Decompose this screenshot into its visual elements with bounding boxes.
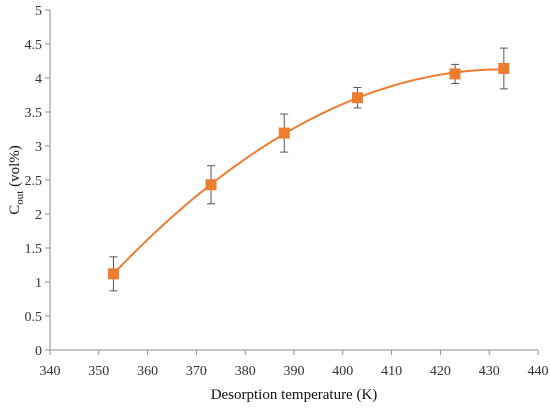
y-ticks: 0 0.5 1 1.5 2 2.5 3 3.5 4 4.5 5 bbox=[25, 4, 50, 359]
x-tick-label: 360 bbox=[137, 364, 158, 379]
data-point bbox=[205, 179, 217, 191]
x-tick-label: 440 bbox=[528, 364, 549, 379]
y-tick-label: 5 bbox=[35, 4, 42, 19]
error-bars bbox=[109, 47, 508, 292]
y-axis-title-suffix: (vol%) bbox=[7, 145, 23, 190]
data-point bbox=[351, 92, 363, 104]
data-point bbox=[278, 127, 290, 139]
x-tick-label: 340 bbox=[40, 364, 61, 379]
y-tick-label: 0 bbox=[35, 344, 42, 359]
y-tick-label: 1 bbox=[35, 276, 42, 291]
data-markers bbox=[107, 62, 510, 280]
y-tick-label: 3 bbox=[35, 140, 42, 155]
data-point bbox=[498, 62, 510, 74]
y-axis-title-main: C bbox=[7, 205, 23, 215]
axes bbox=[49, 10, 538, 351]
x-tick-label: 420 bbox=[430, 364, 451, 379]
x-tick-label: 430 bbox=[479, 364, 500, 379]
x-tick-label: 350 bbox=[88, 364, 109, 379]
x-tick-label: 370 bbox=[186, 364, 207, 379]
x-axis-title: Desorption temperature (K) bbox=[211, 387, 378, 403]
y-tick-label: 2 bbox=[35, 208, 42, 223]
x-tick-label: 410 bbox=[381, 364, 402, 379]
y-tick-label: 3.5 bbox=[25, 106, 43, 121]
y-tick-label: 1.5 bbox=[25, 242, 43, 257]
x-tick-label: 400 bbox=[332, 364, 353, 379]
x-tick-label: 380 bbox=[235, 364, 256, 379]
y-tick-label: 2.5 bbox=[25, 174, 43, 189]
y-tick-label: 4.5 bbox=[25, 38, 43, 53]
data-point bbox=[107, 268, 119, 280]
y-axis-title-subscript: out bbox=[14, 191, 26, 205]
data-point bbox=[449, 68, 461, 80]
y-tick-label: 4 bbox=[35, 72, 42, 87]
trend-curve bbox=[112, 68, 504, 275]
x-ticks: 340 350 360 370 380 390 400 410 420 430 440 bbox=[40, 350, 549, 379]
x-tick-label: 390 bbox=[284, 364, 305, 379]
y-tick-label: 0.5 bbox=[25, 310, 43, 325]
y-axis-title: Cout (vol%) bbox=[7, 145, 26, 214]
